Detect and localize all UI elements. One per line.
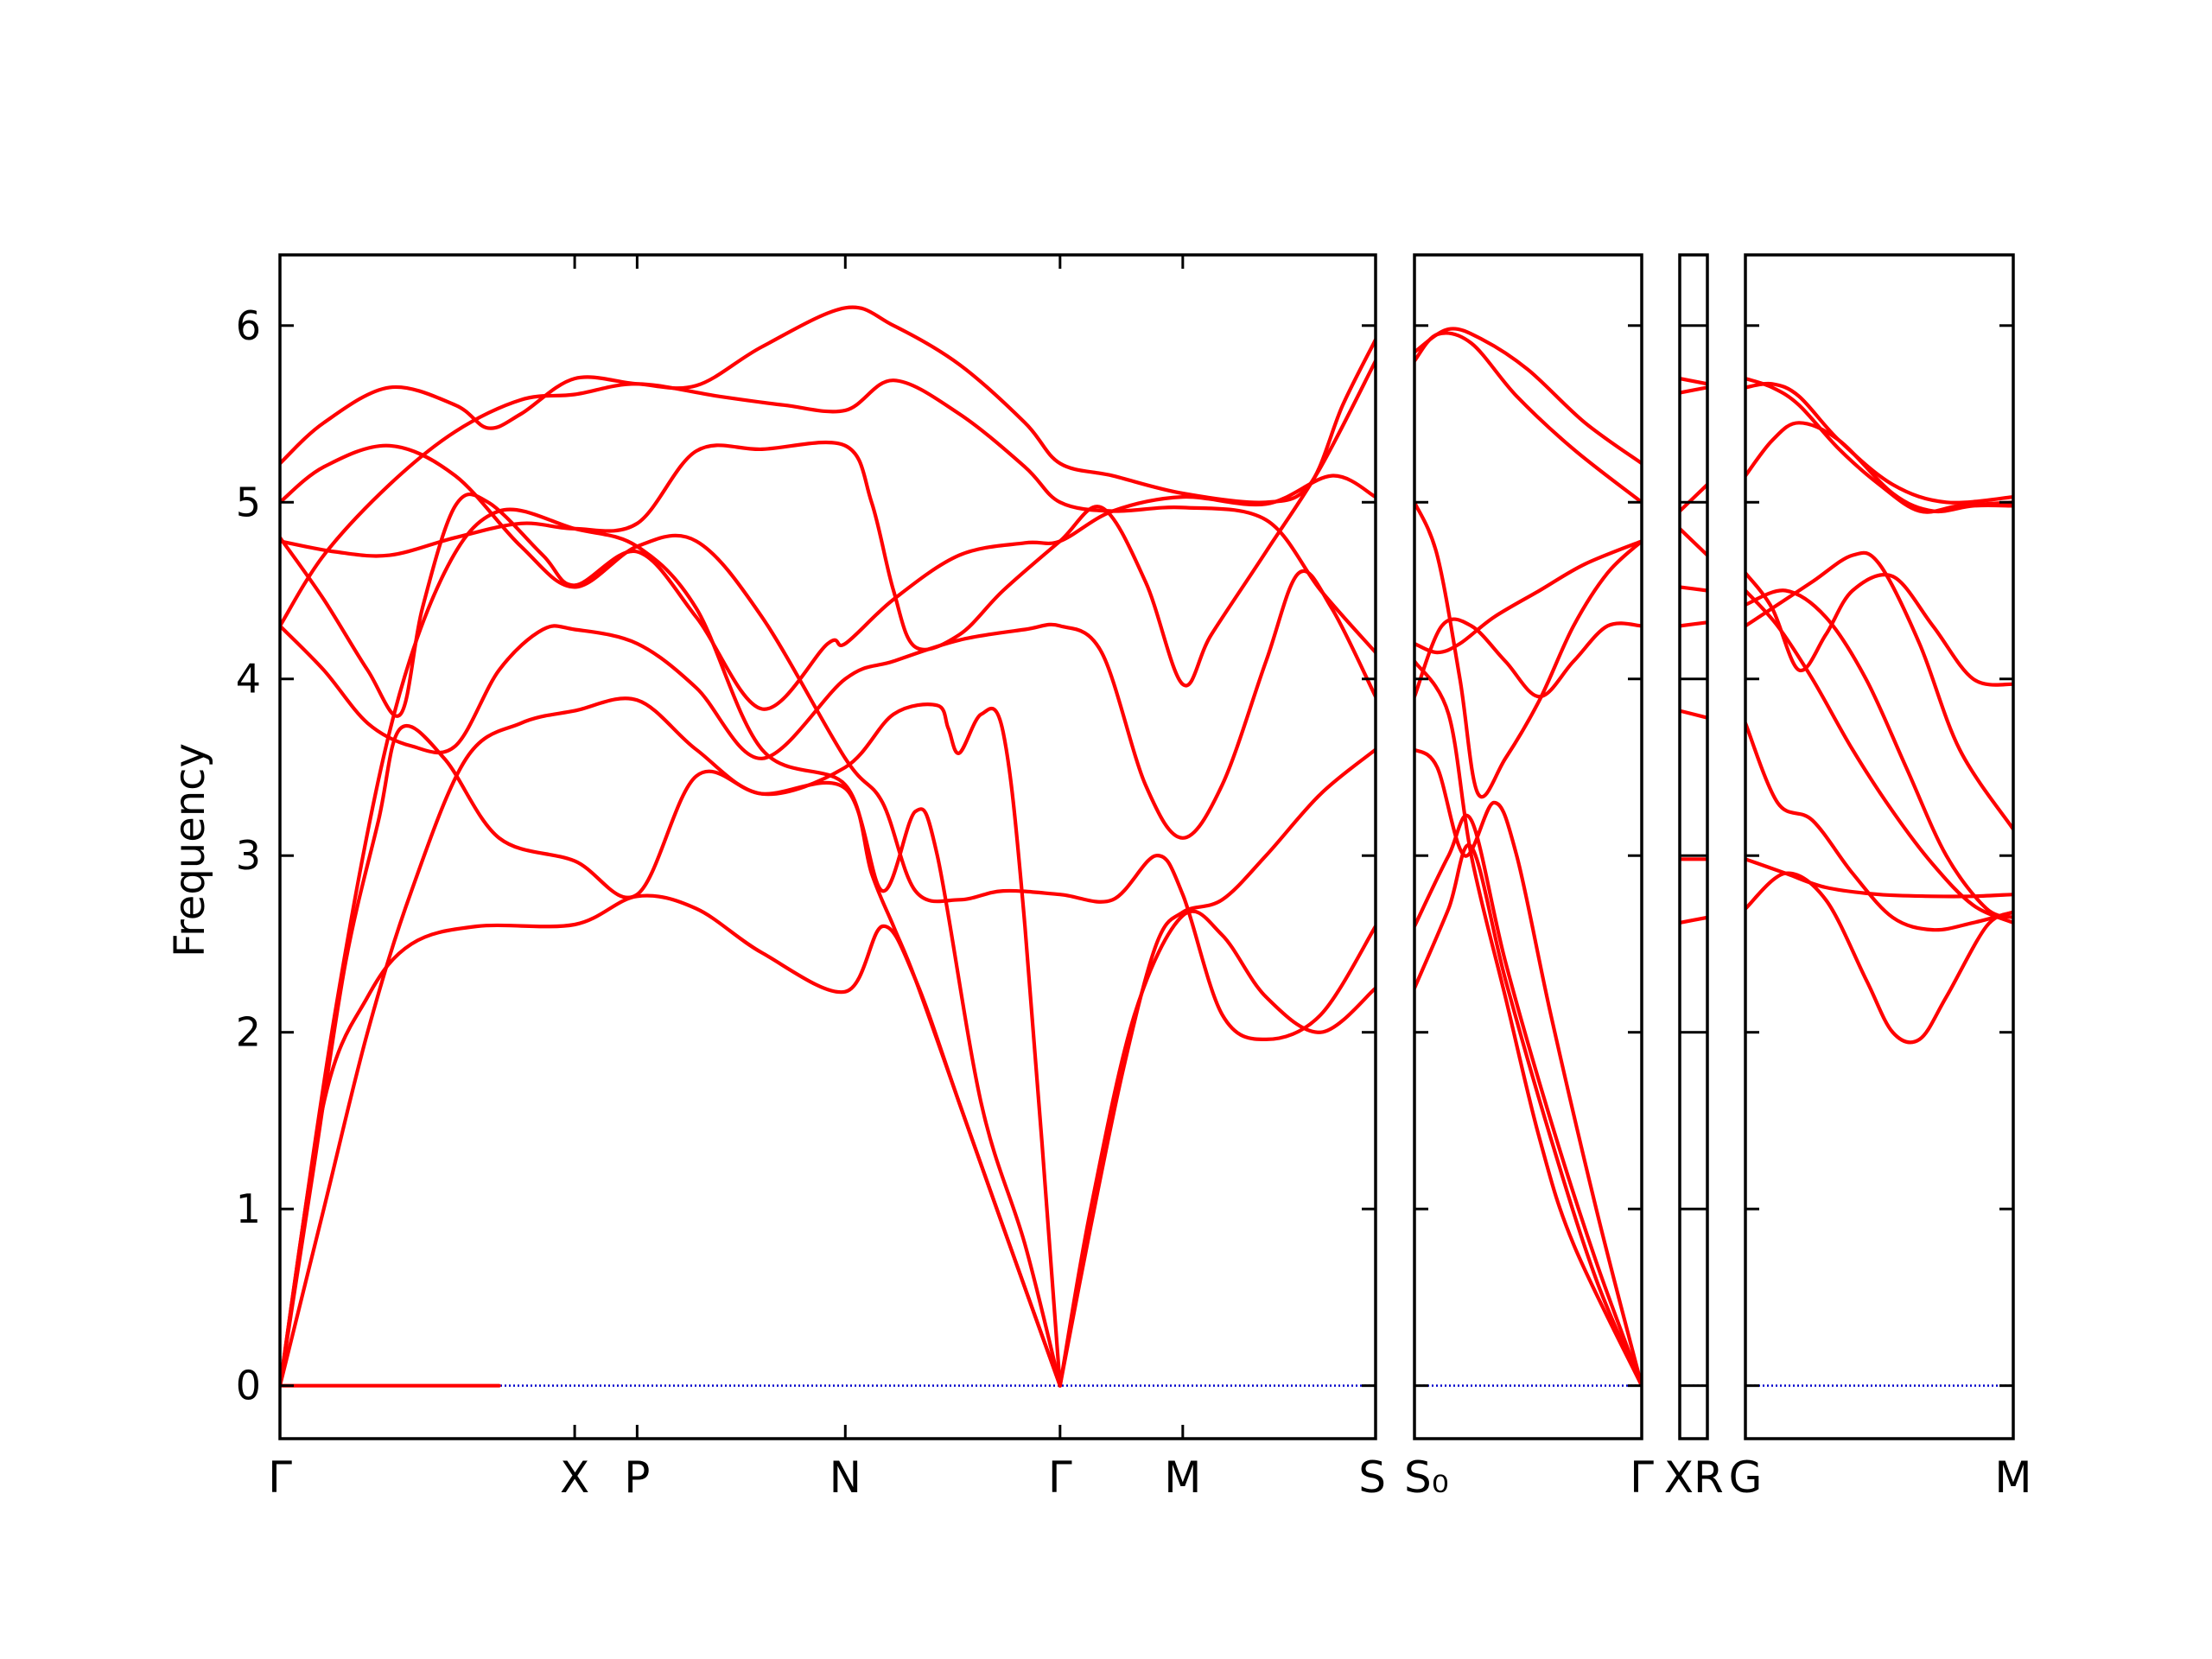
x-tick-label: M: [1994, 1452, 2031, 1503]
band-line: [1680, 585, 1707, 593]
x-tick-label: X: [1664, 1452, 1694, 1503]
x-tick-label: R: [1694, 1452, 1724, 1503]
x-tick-label: S₀: [1404, 1452, 1449, 1503]
panel-frame: [1744, 253, 2015, 1440]
band-line: [1680, 482, 1707, 513]
band-line: [280, 474, 1376, 718]
band-line: [1680, 709, 1707, 720]
x-tick-label: X: [560, 1452, 589, 1503]
band-line: [280, 359, 1376, 688]
band-line: [1680, 377, 1707, 386]
y-axis-label: Frequency: [166, 743, 214, 957]
band-line: [280, 378, 1376, 655]
band-line: [1414, 842, 1642, 1388]
band-line: [1680, 526, 1707, 557]
band-line: [1680, 620, 1707, 628]
panel-frame: [1413, 253, 1643, 1440]
band-line: [1414, 747, 1642, 1388]
band-line: [1414, 813, 1642, 1388]
x-tick-label: G: [1729, 1452, 1763, 1503]
x-tick-label: Γ: [1048, 1452, 1072, 1503]
y-tick-label: 4: [236, 656, 261, 702]
x-tick-label: Γ: [1630, 1452, 1654, 1503]
band-line: [1745, 871, 2013, 1045]
band-line: [280, 724, 1062, 1388]
band-line: [280, 696, 1062, 1388]
x-tick-label: S: [1358, 1452, 1386, 1503]
band-line: [1414, 500, 1642, 799]
band-line: [1058, 747, 1376, 1388]
x-tick-label: P: [624, 1452, 650, 1503]
band-line: [1680, 915, 1707, 925]
y-tick-label: 0: [236, 1363, 261, 1409]
band-line: [280, 305, 1376, 505]
panel-2: S₀ Γ: [1404, 253, 1654, 1503]
band-line: [1745, 588, 2013, 919]
band-line: [1414, 539, 1642, 655]
y-tick-label: 5: [236, 479, 261, 525]
band-line: [1680, 385, 1707, 395]
band-line: [1745, 550, 2013, 831]
panel-bands: [280, 305, 1376, 1388]
band-line: [280, 569, 1376, 840]
band-line: [1745, 857, 2013, 899]
band-line: [280, 507, 1062, 1388]
band-line: [1414, 327, 1642, 466]
band-line: [1745, 721, 2013, 932]
y-tick-label: 3: [236, 832, 261, 879]
band-line: [280, 893, 1062, 1388]
band-line: [1745, 421, 2013, 514]
band-line: [1058, 909, 1376, 1388]
y-tick-label: 2: [236, 1009, 261, 1056]
x-tick-label: M: [1164, 1452, 1201, 1503]
y-tick-label: 6: [236, 302, 261, 349]
band-line: [280, 443, 1376, 1041]
band-line: [1414, 617, 1642, 699]
panel-1: 0 1 2 3 4 5 6 Γ X P N Γ M S: [236, 253, 1386, 1503]
panel-bands: [1745, 377, 2013, 1045]
x-tick-label: N: [830, 1452, 861, 1503]
x-tick-label: Γ: [268, 1452, 292, 1503]
panel-frame: [278, 253, 1377, 1440]
band-line: [1414, 331, 1642, 505]
band-line: [1414, 659, 1642, 1388]
panel-frame: [1678, 253, 1709, 1440]
band-line: [1745, 588, 2013, 925]
band-line: [1745, 377, 2013, 514]
panel-bands: [1680, 377, 1707, 925]
y-tick-label: 1: [236, 1185, 261, 1232]
panel-bands: [1414, 327, 1642, 1388]
